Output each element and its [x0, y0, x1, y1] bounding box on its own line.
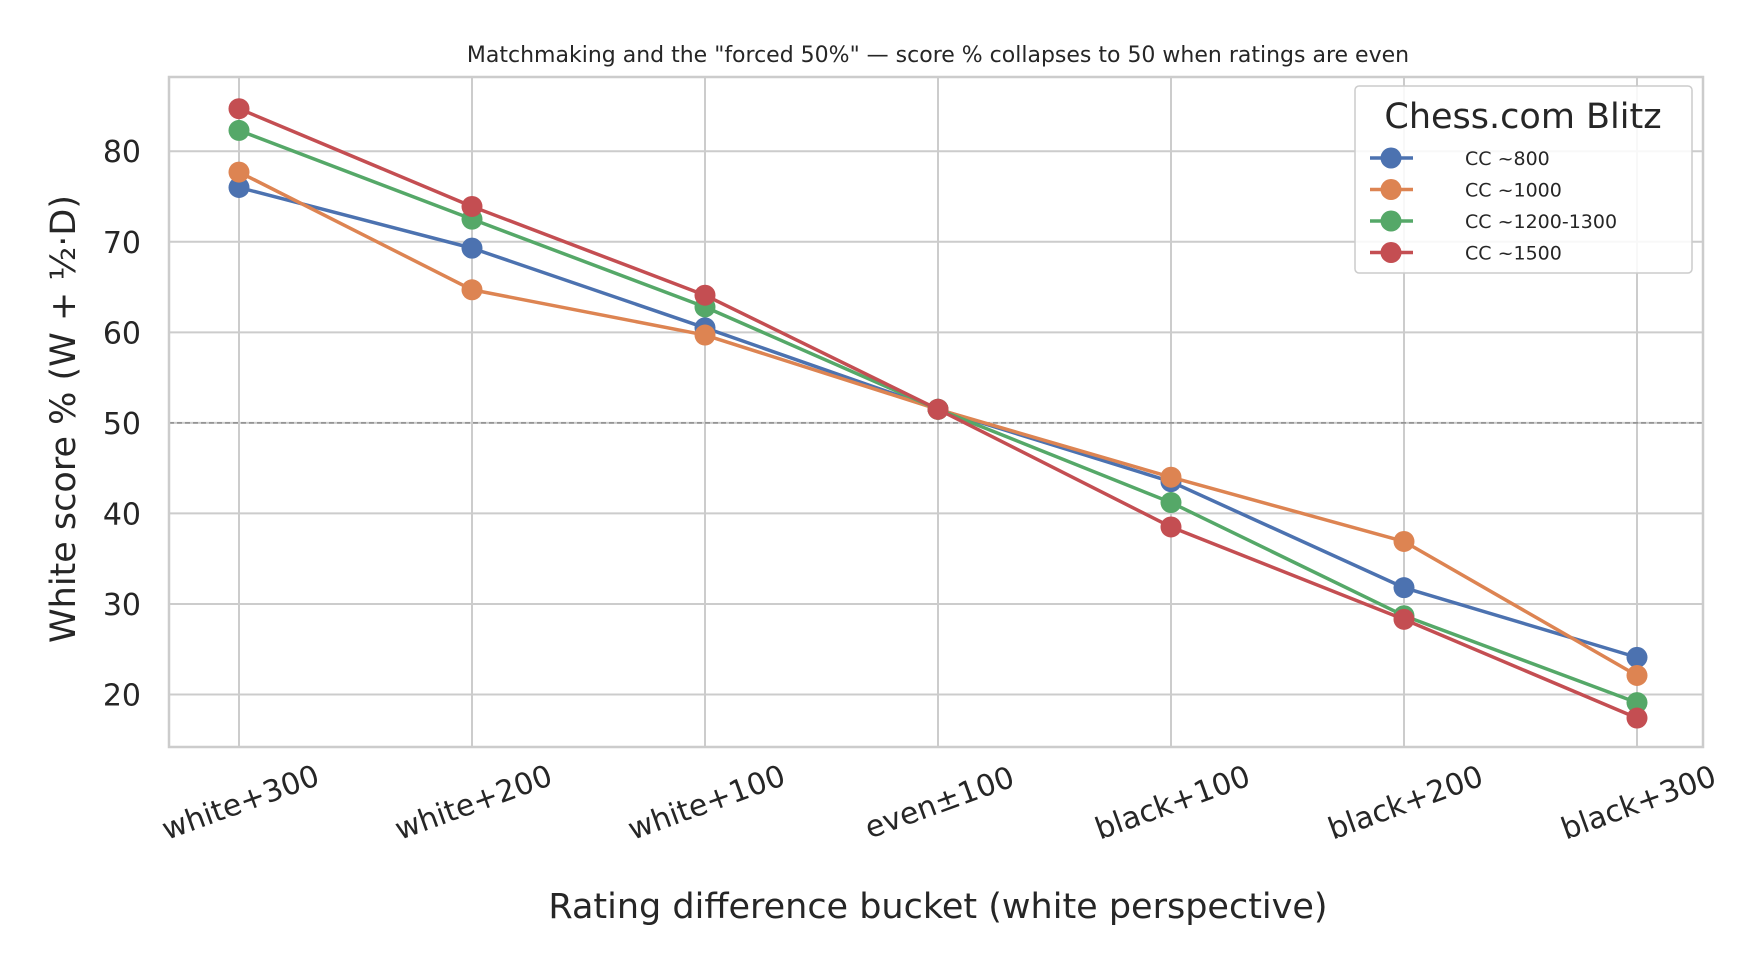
data-point — [1626, 646, 1648, 668]
data-point — [1160, 516, 1182, 538]
y-tick-label: 80 — [103, 135, 141, 170]
x-axis-label: Rating difference bucket (white perspect… — [548, 887, 1327, 927]
y-tick-label: 20 — [103, 678, 141, 713]
data-point — [1160, 492, 1182, 514]
legend-item: CC ~1500 — [1370, 242, 1562, 265]
legend-box — [1354, 85, 1693, 274]
data-point — [1626, 707, 1648, 729]
data-point — [694, 324, 716, 346]
data-point — [1626, 664, 1648, 686]
data-point — [1160, 466, 1182, 488]
y-axis-label: White score % (W + ½·D) — [44, 195, 84, 643]
legend-label: CC ~1000 — [1465, 180, 1562, 202]
data-point — [694, 284, 716, 306]
y-axis-ticks: 20 30 40 50 60 70 80 — [103, 135, 141, 713]
data-point — [228, 98, 250, 120]
data-point — [1626, 692, 1648, 714]
grid — [169, 77, 1703, 747]
legend-swatch-marker — [1380, 210, 1402, 232]
data-point — [461, 279, 483, 301]
legend-swatch-marker — [1380, 147, 1402, 169]
plot-frame — [167, 75, 1705, 749]
legend: Chess.com Blitz CC ~800 CC ~1000 CC ~1200-… — [1354, 85, 1693, 274]
legend-label: CC ~1200-1300 — [1465, 211, 1617, 233]
data-point — [228, 119, 250, 141]
legend-items: CC ~800 CC ~1000 CC ~1200-1300 CC ~1500 — [1370, 147, 1617, 265]
data-point — [461, 195, 483, 217]
legend-swatch-marker — [1380, 242, 1402, 263]
data-point — [228, 176, 250, 198]
data-point — [228, 161, 250, 183]
legend-swatch-marker — [1380, 179, 1402, 200]
legend-label: CC ~800 — [1465, 148, 1550, 170]
data-point — [927, 398, 949, 420]
data-point — [1393, 577, 1415, 599]
legend-item: CC ~1000 — [1370, 179, 1562, 202]
y-tick-label: 40 — [103, 497, 141, 532]
y-tick-label: 50 — [103, 407, 141, 442]
data-point — [1393, 608, 1415, 630]
legend-title: Chess.com Blitz — [1384, 97, 1661, 137]
data-point — [1393, 530, 1415, 552]
legend-item: CC ~1200-1300 — [1370, 210, 1617, 233]
legend-label: CC ~1500 — [1465, 243, 1562, 265]
y-tick-label: 60 — [103, 316, 141, 351]
chart-title: Matchmaking and the "forced 50%" — score… — [467, 43, 1409, 68]
series-layer — [228, 98, 1648, 729]
y-tick-label: 70 — [103, 226, 141, 261]
legend-item: CC ~800 — [1370, 147, 1550, 170]
y-tick-label: 30 — [103, 588, 141, 623]
data-point — [461, 237, 483, 259]
series-4 — [228, 98, 1648, 729]
